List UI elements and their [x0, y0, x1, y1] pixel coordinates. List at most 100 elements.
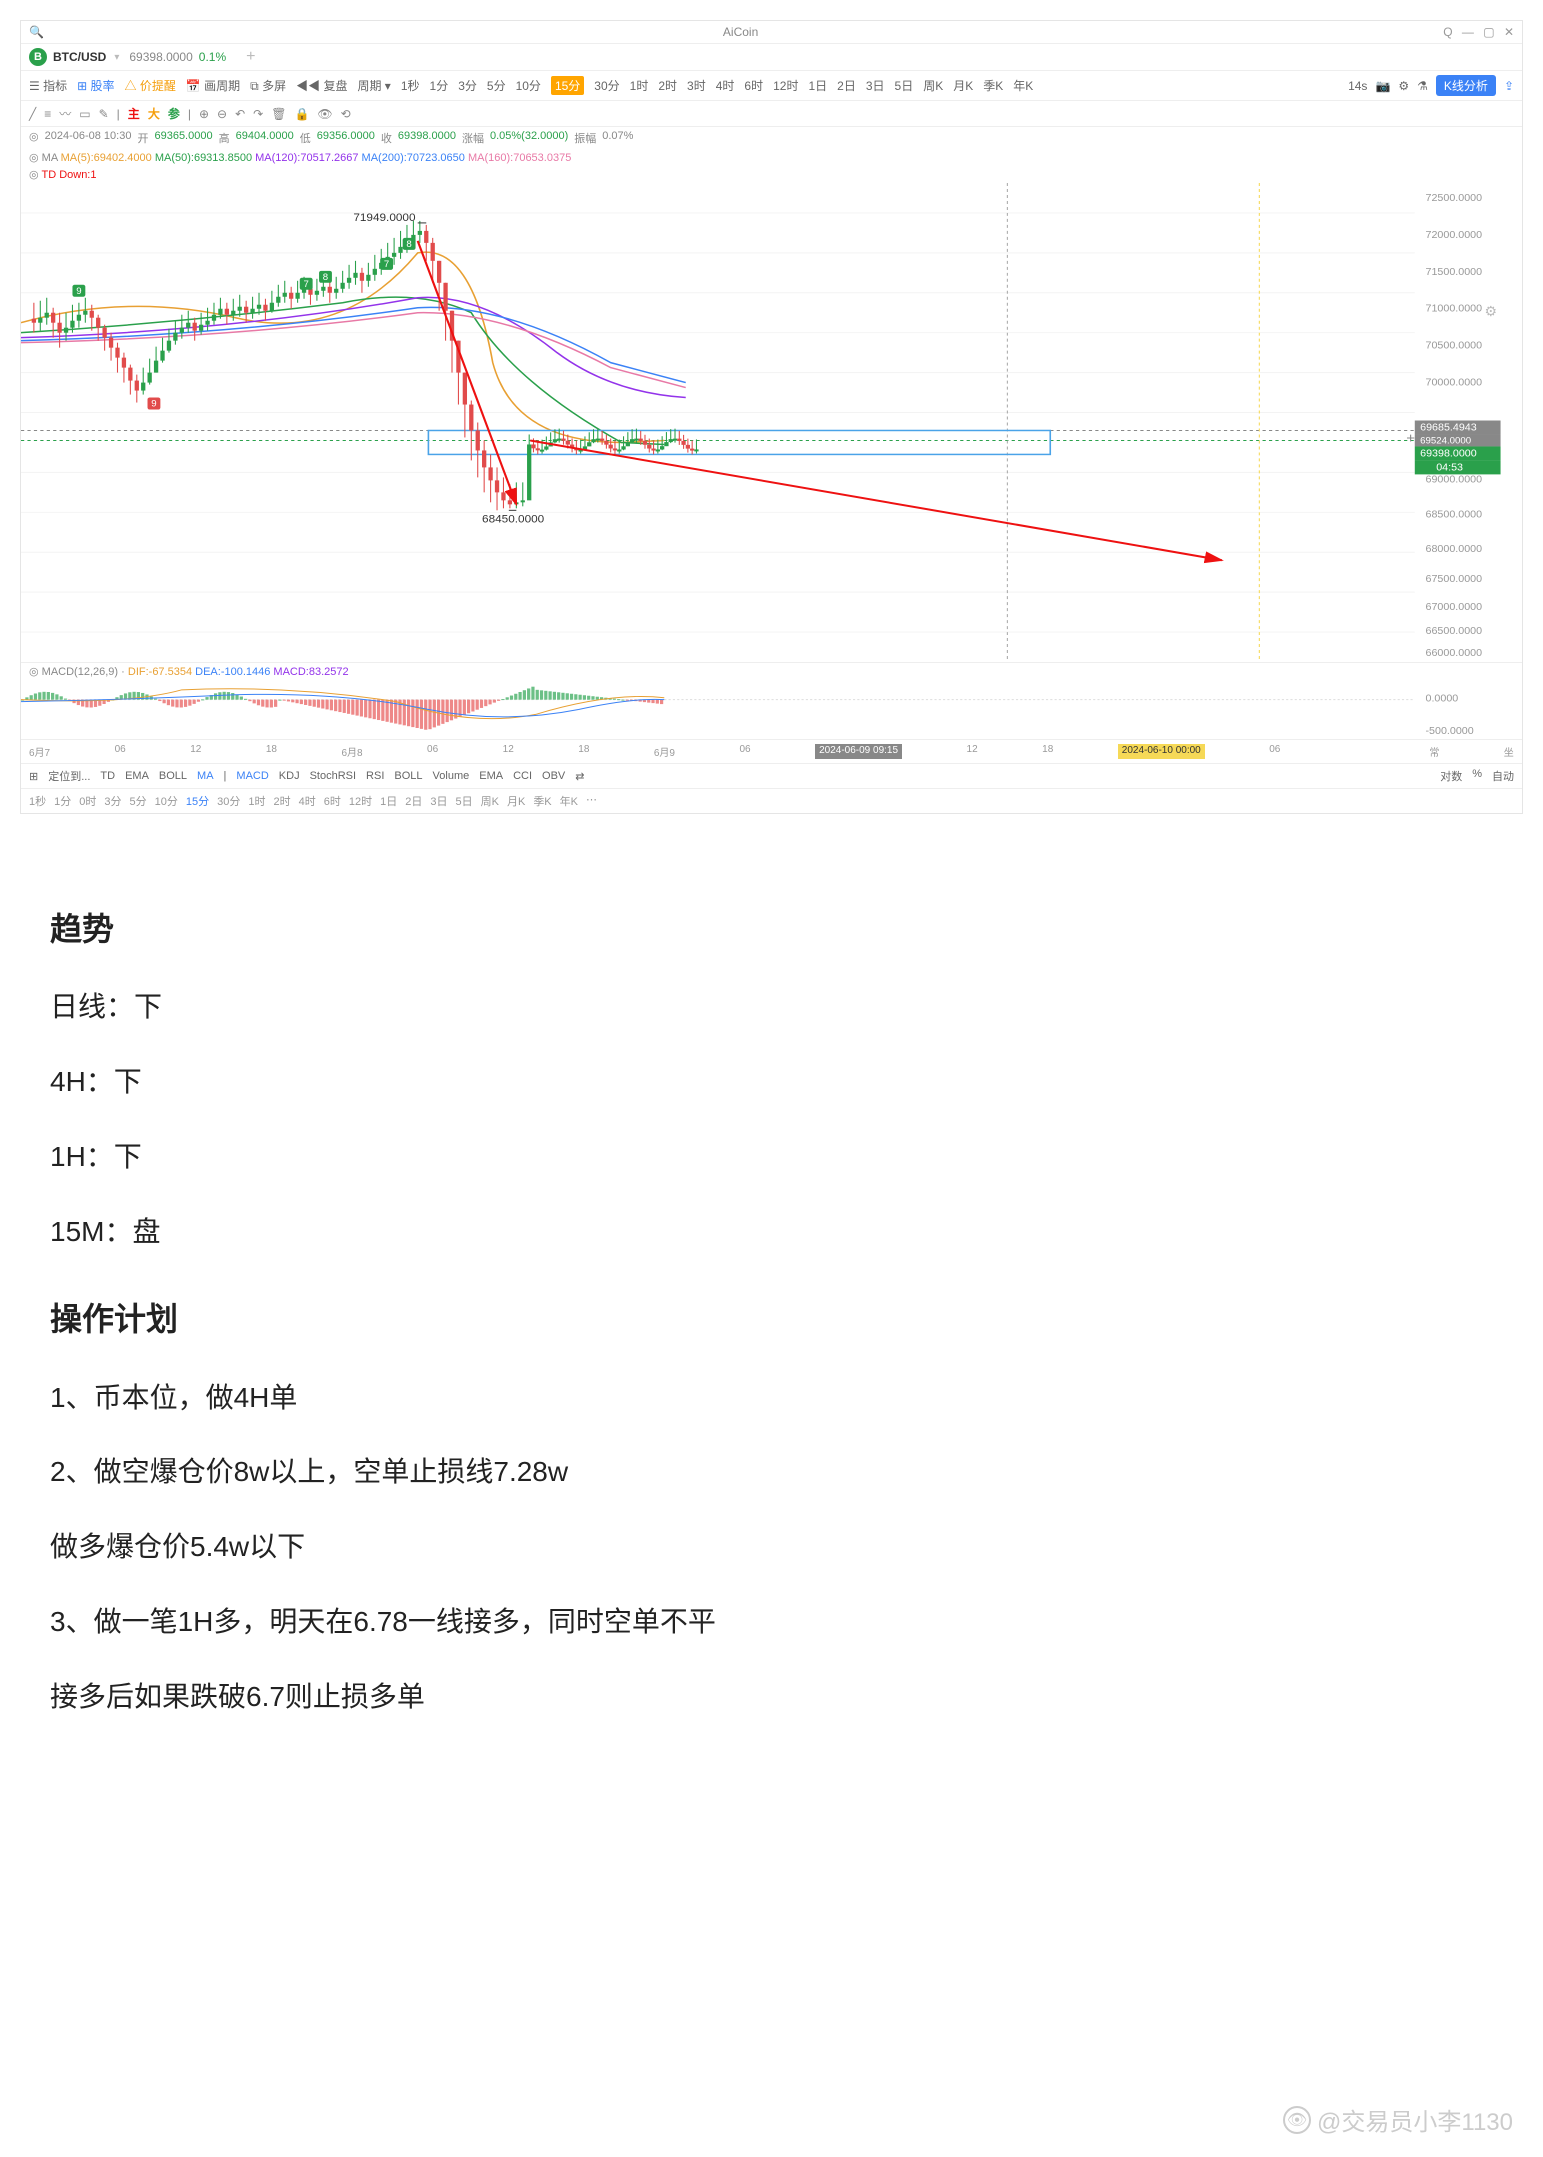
close-icon[interactable]: ✕: [1504, 25, 1514, 39]
tb-item[interactable]: △ 价提醒: [125, 77, 176, 94]
minimize-icon[interactable]: —: [1462, 25, 1474, 39]
plan-2: 2、做空爆仓价8w以上，空单止损线7.28w: [50, 1450, 1493, 1495]
hi-label: 71949.0000: [353, 212, 415, 224]
kline-analysis-button[interactable]: K线分析: [1436, 75, 1496, 96]
window-title: AiCoin: [44, 25, 1437, 39]
eye-icon[interactable]: ◎: [29, 666, 39, 678]
eye-icon[interactable]: ◎: [29, 152, 39, 164]
weibo-icon: 👁: [1283, 2106, 1311, 2134]
tool-icon[interactable]: ⊕: [199, 107, 209, 121]
tool-icon[interactable]: 🔒: [294, 107, 309, 121]
tf-active[interactable]: 15分: [551, 76, 584, 95]
svg-text:69524.0000: 69524.0000: [1420, 436, 1471, 446]
chart-settings-icon[interactable]: ⚙: [1484, 303, 1497, 320]
tf[interactable]: 4时: [716, 77, 735, 94]
tf[interactable]: 2日: [837, 77, 856, 94]
svg-text:67500.0000: 67500.0000: [1426, 574, 1483, 585]
tf[interactable]: 5分: [487, 77, 506, 94]
more-icon[interactable]: ⋯: [586, 793, 597, 809]
titlebar: 🔍 AiCoin Q — ▢ ✕: [21, 21, 1522, 44]
tf[interactable]: 年K: [1013, 77, 1033, 94]
maximize-icon[interactable]: ▢: [1483, 25, 1494, 39]
add-tab-icon[interactable]: +: [246, 48, 255, 66]
zhu-label[interactable]: 主: [128, 105, 140, 122]
tool-icon[interactable]: ↶: [235, 107, 245, 121]
tf[interactable]: 1秒: [401, 77, 420, 94]
svg-text:72500.0000: 72500.0000: [1426, 193, 1483, 204]
tf[interactable]: 12时: [773, 77, 798, 94]
tool-icon[interactable]: 👁: [317, 107, 332, 121]
pair-label[interactable]: BTC/USD: [53, 50, 106, 64]
svg-text:8: 8: [323, 272, 328, 282]
tool-icon[interactable]: ⟲: [341, 107, 351, 121]
ohlc-time: 2024-06-08 10:30: [45, 130, 132, 146]
tf-bar-bottom: 1秒 1分 0时 3分 5分 10分 15分 30分 1时 2时 4时 6时 1…: [21, 788, 1522, 813]
article-body: 趋势 日线：下 4H：下 1H：下 15M：盘 操作计划 1、币本位，做4H单 …: [0, 834, 1543, 1780]
tf[interactable]: 月K: [953, 77, 973, 94]
tb-item[interactable]: ⧉ 多屏: [250, 77, 286, 94]
trend-1h: 1H：下: [50, 1135, 1493, 1180]
tf[interactable]: 3时: [687, 77, 706, 94]
tf[interactable]: 5日: [895, 77, 914, 94]
tb-item[interactable]: 📅 画周期: [186, 77, 240, 94]
share-icon[interactable]: ⇪: [1504, 79, 1514, 93]
locate-label[interactable]: 定位到...: [48, 768, 90, 784]
filter-icon[interactable]: ⚗: [1417, 79, 1428, 93]
symbol-badge[interactable]: B: [29, 48, 47, 66]
search-icon-2[interactable]: Q: [1443, 25, 1452, 39]
countdown: 14s: [1348, 79, 1367, 93]
ma-readout: ◎ MA MA(5):69402.4000 MA(50):69313.8500 …: [21, 149, 1522, 166]
tb-item[interactable]: ⊞ 股率: [77, 77, 114, 94]
tf[interactable]: 季K: [983, 77, 1003, 94]
tool-icon[interactable]: ⊖: [217, 107, 227, 121]
line-icon[interactable]: ╱: [29, 107, 36, 121]
tf[interactable]: 3日: [866, 77, 885, 94]
tool-icon[interactable]: 🗑: [271, 107, 286, 121]
ohlc-readout: ◎ 2024-06-08 10:30 开69365.0000 高69404.00…: [21, 127, 1522, 149]
hline-icon[interactable]: ≡: [44, 107, 51, 121]
chevron-down-icon[interactable]: ▾: [114, 52, 119, 63]
svg-text:9: 9: [76, 286, 81, 296]
can-label[interactable]: 参: [168, 105, 180, 122]
tb-item[interactable]: 周期 ▾: [357, 77, 390, 94]
tb-item[interactable]: ◀◀ 复盘: [296, 77, 347, 94]
gear-icon[interactable]: ⚙: [1398, 79, 1409, 93]
tf[interactable]: 1时: [630, 77, 649, 94]
plan-3: 3、做一笔1H多，明天在6.78一线接多，同时空单不平: [50, 1600, 1493, 1645]
rect-icon[interactable]: ▭: [79, 107, 90, 121]
tb-item[interactable]: ☰ 指标: [29, 77, 67, 94]
plan-2b: 做多爆仓价5.4w以下: [50, 1525, 1493, 1570]
more-icon[interactable]: ⇄: [575, 770, 584, 783]
wave-icon[interactable]: 〰: [59, 105, 71, 122]
tf[interactable]: 10分: [516, 77, 541, 94]
tf[interactable]: 2时: [658, 77, 677, 94]
heading-plan: 操作计划: [50, 1294, 1493, 1345]
macd-chart[interactable]: 0.0000 -500.0000: [21, 680, 1522, 740]
tf[interactable]: 1日: [808, 77, 827, 94]
eye-icon[interactable]: ◎: [29, 169, 39, 181]
locate-icon[interactable]: ⊞: [29, 770, 38, 783]
future-time-tag: 2024-06-10 00:00: [1118, 744, 1205, 759]
lo-label: 68450.0000: [482, 514, 544, 526]
tf[interactable]: 1分: [430, 77, 449, 94]
search-icon[interactable]: 🔍: [29, 25, 44, 39]
trend-4h: 4H：下: [50, 1060, 1493, 1105]
tf[interactable]: 3分: [458, 77, 477, 94]
price-chart[interactable]: ⚙: [21, 183, 1522, 663]
draw-toolbar: ╱ ≡ 〰 ▭ ✎ | 主 大 参 | ⊕ ⊖ ↶ ↷ 🗑 🔒 👁 ⟲: [21, 101, 1522, 127]
svg-text:66000.0000: 66000.0000: [1426, 648, 1483, 659]
tf[interactable]: 30分: [594, 77, 619, 94]
chart-window: 🔍 AiCoin Q — ▢ ✕ B BTC/USD ▾ 69398.0000 …: [20, 20, 1523, 814]
eye-icon[interactable]: ◎: [29, 130, 39, 146]
td-readout: ◎ TD Down:1: [21, 166, 1522, 183]
brush-icon[interactable]: ✎: [99, 107, 109, 121]
tab-price: 69398.0000: [129, 50, 192, 64]
tool-icon[interactable]: ↷: [253, 107, 263, 121]
tf[interactable]: 周K: [923, 77, 943, 94]
svg-text:67000.0000: 67000.0000: [1426, 602, 1483, 613]
camera-icon[interactable]: 📷: [1375, 79, 1390, 93]
svg-text:9: 9: [151, 399, 156, 409]
svg-text:69398.0000: 69398.0000: [1420, 449, 1477, 460]
da-label[interactable]: 大: [148, 105, 160, 122]
tf[interactable]: 6时: [744, 77, 763, 94]
